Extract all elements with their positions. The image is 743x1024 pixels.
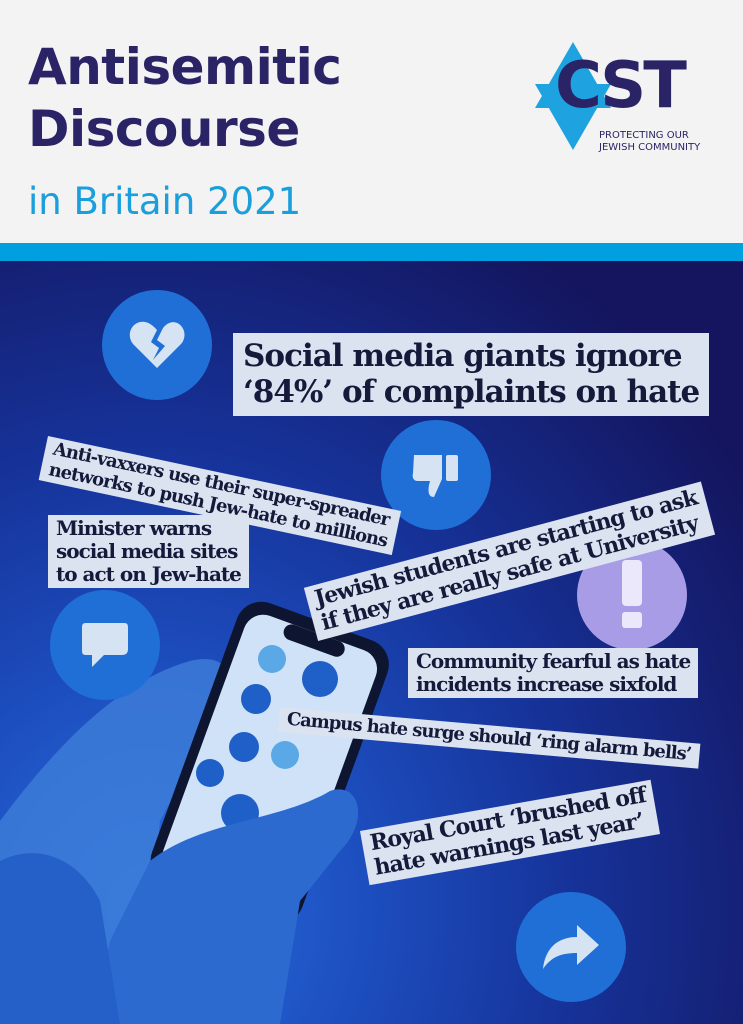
share-arrow-icon xyxy=(543,925,599,969)
headline-line: Minister warns xyxy=(56,516,212,540)
headline-line: Community fearful as hate xyxy=(416,649,691,673)
broken-heart-circle xyxy=(102,290,212,400)
headline-line: ‘84%’ of complaints on hate xyxy=(243,373,700,410)
cover-header: Antisemitic Discourse in Britain 2021 CS… xyxy=(0,0,743,243)
headline-line: incidents increase sixfold xyxy=(416,672,677,696)
title-line-1: Antisemitic xyxy=(28,38,342,96)
logo-tagline-2: JEWISH COMMUNITY xyxy=(599,142,701,153)
logo-text: CST xyxy=(555,49,687,123)
cover-image: Social media giants ignore ‘84%’ of compl… xyxy=(0,261,743,1024)
headline-minister-warns: Minister warns social media sites to act o… xyxy=(48,515,249,588)
logo-tagline-1: PROTECTING OUR xyxy=(599,130,689,141)
speech-bubble-circle xyxy=(50,590,160,700)
title-line-2: Discourse xyxy=(28,100,300,158)
headline-line: to act on Jew-hate xyxy=(56,562,242,586)
speech-bubble-icon xyxy=(82,623,128,667)
subtitle: in Britain 2021 xyxy=(28,180,302,223)
headline-social-media-giants: Social media giants ignore ‘84%’ of compl… xyxy=(233,333,710,417)
share-circle xyxy=(516,892,626,1002)
broken-heart-icon xyxy=(129,321,185,368)
headline-line: social media sites xyxy=(56,539,238,563)
thumbs-down-icon xyxy=(412,455,458,497)
accent-stripe xyxy=(0,243,743,261)
cst-logo: CST PROTECTING OUR JEWISH COMMUNITY xyxy=(533,40,718,160)
headline-line: Social media giants ignore xyxy=(243,338,683,374)
exclamation-icon xyxy=(622,560,642,628)
star-of-david-icon xyxy=(535,42,611,150)
headline-community-fearful: Community fearful as hate incidents incre… xyxy=(408,648,699,698)
hand-holding-phone-illustration xyxy=(0,601,389,1024)
